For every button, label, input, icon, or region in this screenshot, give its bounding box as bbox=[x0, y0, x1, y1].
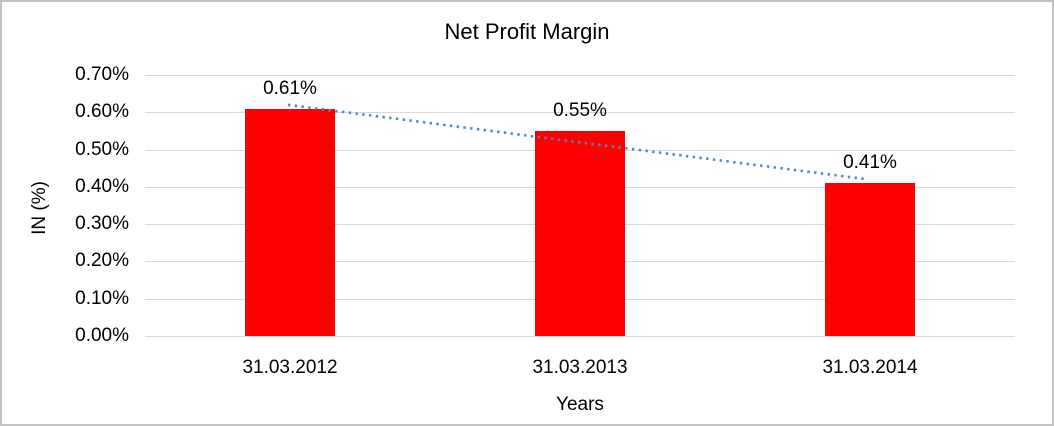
y-axis-tick-label: 0.20% bbox=[75, 250, 129, 271]
y-axis-tick-label: 0.40% bbox=[75, 176, 129, 197]
y-axis-tick-label: 0.10% bbox=[75, 288, 129, 309]
y-axis-tick-label: 0.00% bbox=[75, 325, 129, 346]
chart-title: Net Profit Margin bbox=[444, 19, 610, 44]
bar-31.03.2012 bbox=[245, 109, 335, 336]
x-axis-tick-label: 31.03.2012 bbox=[242, 357, 338, 378]
gridline bbox=[145, 75, 1015, 76]
y-axis-tick-label: 0.70% bbox=[75, 64, 129, 85]
bar-31.03.2013 bbox=[535, 131, 625, 336]
data-label: 0.55% bbox=[553, 100, 607, 121]
data-label: 0.41% bbox=[843, 152, 897, 173]
y-axis-tick-label: 0.60% bbox=[75, 101, 129, 122]
y-axis-tick-label: 0.50% bbox=[75, 139, 129, 160]
x-axis-tick-label: 31.03.2013 bbox=[532, 357, 628, 378]
gridline bbox=[145, 336, 1015, 337]
x-axis-title: Years bbox=[556, 394, 604, 415]
y-axis-tick-label: 0.30% bbox=[75, 213, 129, 234]
data-label: 0.61% bbox=[263, 78, 317, 99]
bar-31.03.2014 bbox=[825, 183, 915, 336]
x-axis-tick-label: 31.03.2014 bbox=[822, 357, 918, 378]
